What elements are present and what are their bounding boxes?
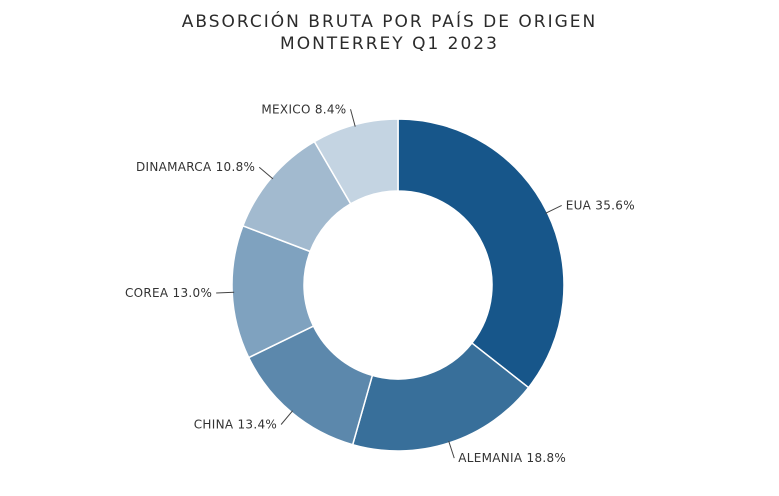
leader-line-eua [545, 204, 562, 214]
leader-line-mexico [350, 109, 356, 127]
slice-label-eua: EUA 35.6% [566, 198, 635, 212]
leader-line-alemania [448, 440, 455, 459]
leader-line-corea [216, 291, 235, 294]
slice-mexico [313, 118, 399, 205]
slice-alemania [351, 342, 530, 452]
chart-title-line-2: MONTERREY Q1 2023 [280, 34, 499, 54]
slice-label-corea: COREA 13.0% [125, 286, 212, 300]
leader-line-china [280, 410, 294, 425]
slice-eua [397, 118, 565, 389]
slice-label-china: CHINA 13.4% [194, 418, 277, 432]
chart-title-line-1: ABSORCIÓN BRUTA POR PAÍS DE ORIGEN [181, 12, 598, 32]
labels-group: EUA 35.6% ALEMANIA 18.8% CHINA 13.4% COREA … [125, 102, 635, 465]
leader-line-dinamarca [258, 166, 274, 180]
slice-label-mexico: MEXICO 8.4% [261, 102, 346, 116]
slices-group [231, 118, 565, 452]
slice-label-dinamarca: DINAMARCA 10.8% [136, 160, 255, 174]
slice-label-alemania: ALEMANIA 18.8% [458, 451, 566, 465]
